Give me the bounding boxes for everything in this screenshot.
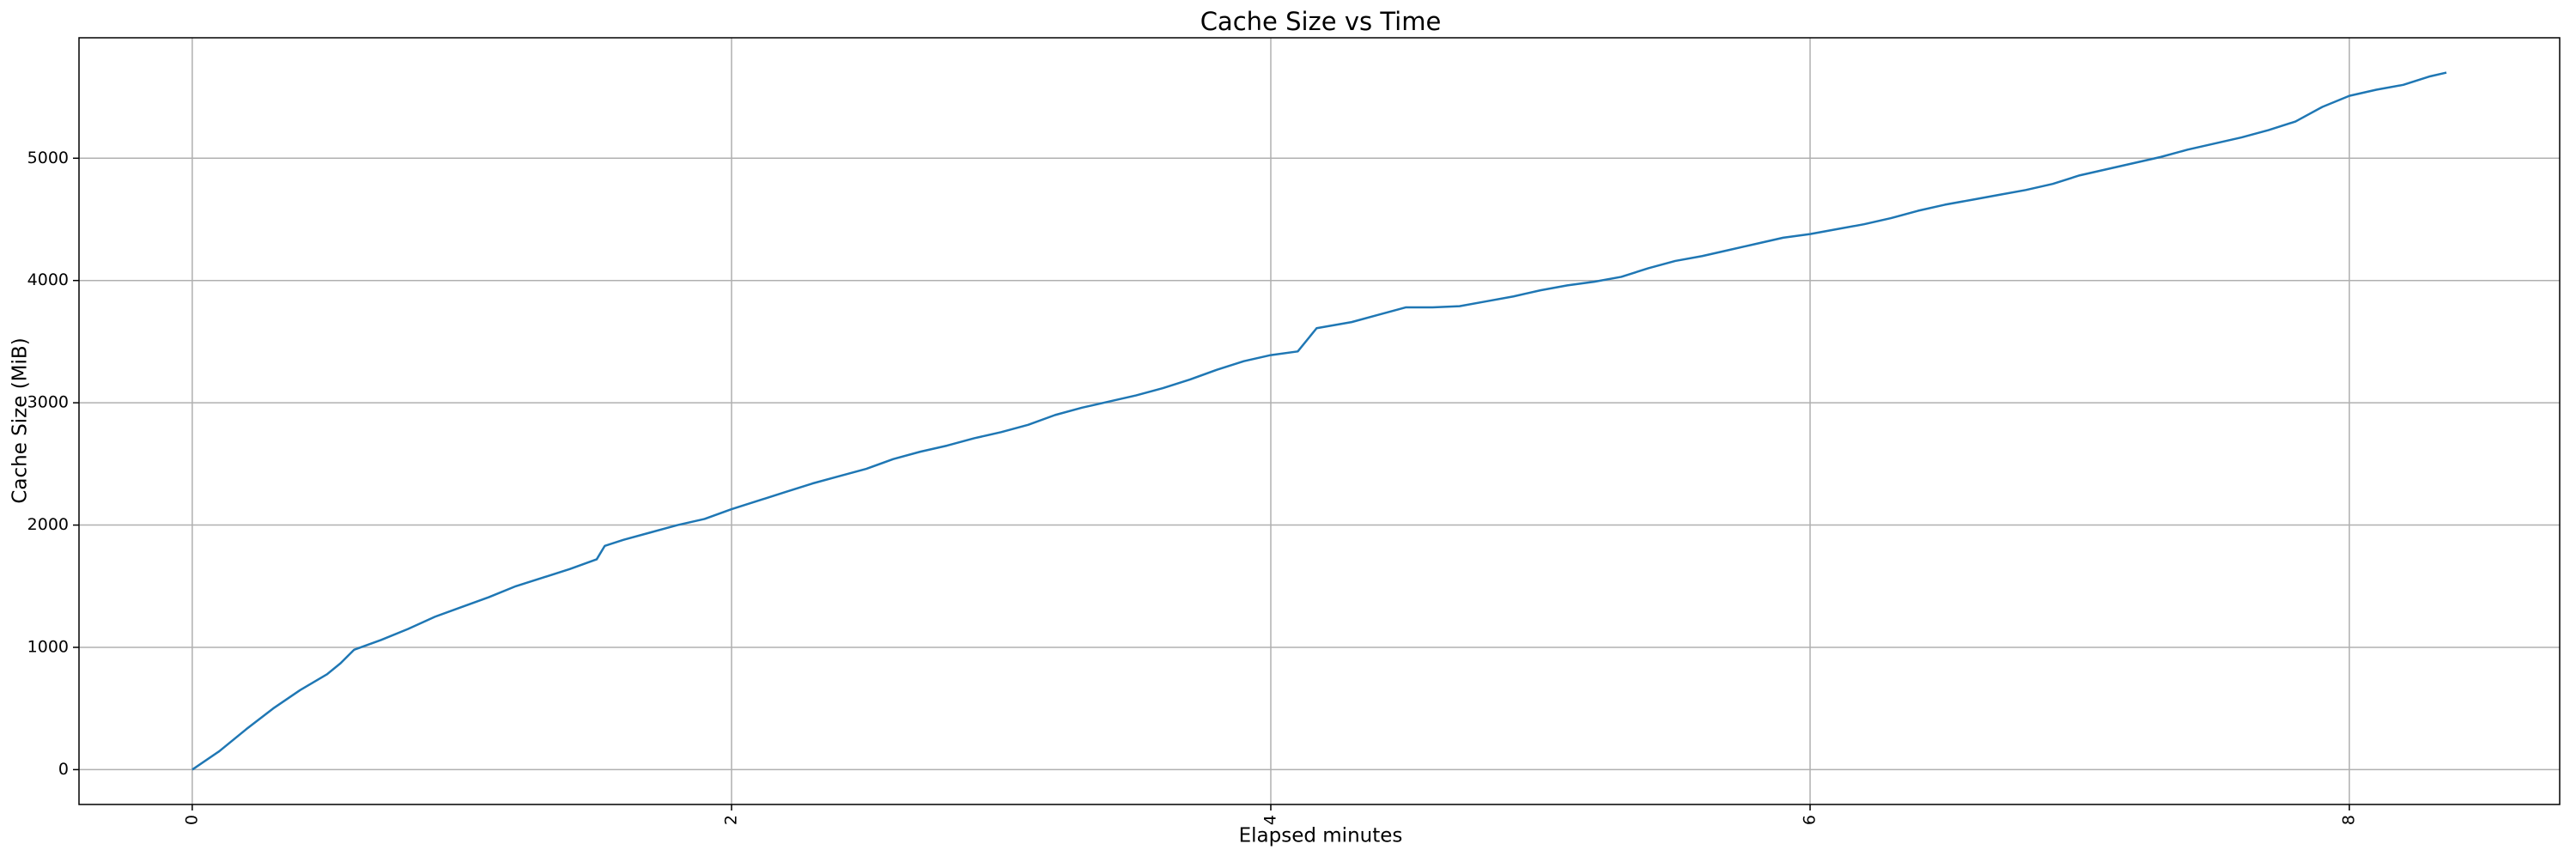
data-line	[191, 71, 2447, 771]
chart-title: Cache Size vs Time	[1200, 7, 1442, 36]
x-tick-label: 0	[182, 815, 201, 825]
x-tick-label: 8	[2340, 815, 2359, 825]
y-tick-label: 4000	[27, 270, 69, 289]
x-tick-label: 4	[1261, 815, 1279, 825]
y-tick-label: 5000	[27, 149, 69, 167]
y-tick-label: 2000	[27, 515, 69, 534]
y-axis-label: Cache Size (MiB)	[9, 337, 32, 503]
plot-frame	[78, 37, 2561, 805]
x-tick-label: 2	[721, 815, 740, 825]
y-tick-label: 1000	[27, 637, 69, 656]
y-tick-label: 0	[58, 760, 69, 779]
x-axis-label: Elapsed minutes	[1239, 825, 1403, 847]
y-tick-label: 3000	[27, 393, 69, 412]
x-tick-label: 6	[1801, 815, 1820, 825]
